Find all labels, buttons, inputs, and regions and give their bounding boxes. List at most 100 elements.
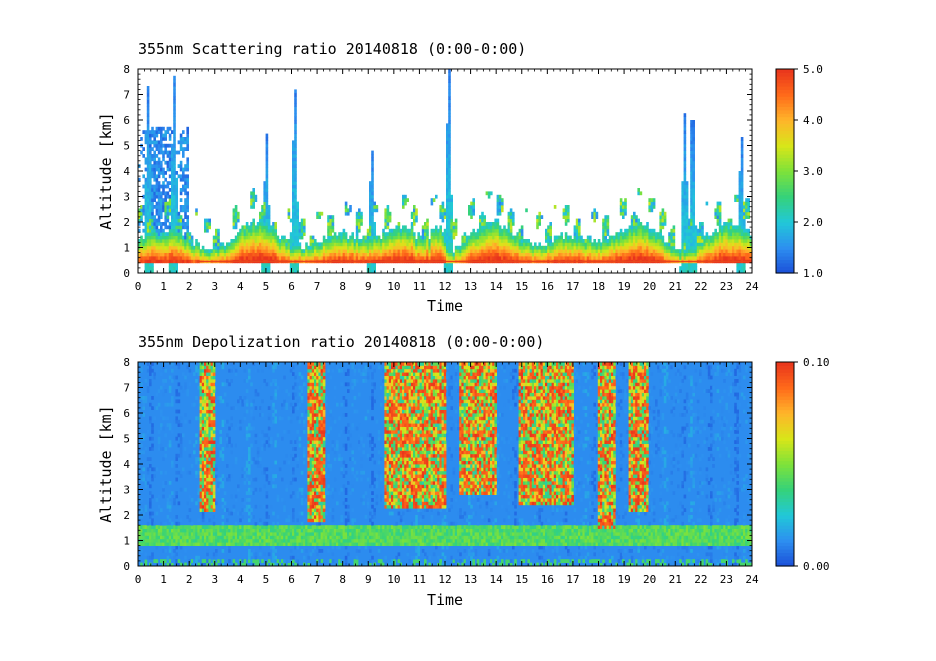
heatmap-cell <box>388 256 392 260</box>
heatmap-cell <box>450 228 453 233</box>
heatmap-cell <box>745 256 748 260</box>
heatmap-cell <box>540 215 544 219</box>
heatmap-cell <box>408 252 412 257</box>
heatmap-cell <box>201 368 205 373</box>
heatmap-cell <box>487 242 491 247</box>
heatmap-cell <box>578 242 581 247</box>
heatmap-cell <box>184 147 187 151</box>
heatmap-cell <box>201 426 205 431</box>
heatmap-cell <box>716 256 720 260</box>
heatmap-cell <box>162 154 165 158</box>
heatmap-cell <box>184 528 187 533</box>
heatmap-cell <box>523 242 526 247</box>
heatmap-cell <box>199 385 203 390</box>
heatmap-cell <box>173 109 176 114</box>
heatmap-cell <box>448 164 451 168</box>
heatmap-cell <box>292 239 295 243</box>
heatmap-cell <box>259 256 262 260</box>
heatmap-cell <box>740 194 744 199</box>
heatmap-cell <box>369 252 372 257</box>
heatmap-cell <box>160 194 163 199</box>
heatmap-cell <box>545 252 548 257</box>
heatmap-cell <box>448 75 451 80</box>
heatmap-cell <box>157 528 161 533</box>
heatmap-cell <box>307 245 310 250</box>
heatmap-cell <box>175 419 178 424</box>
heatmap-cell <box>747 205 750 209</box>
heatmap-cell <box>406 245 409 250</box>
heatmap-cell <box>184 222 187 226</box>
heatmap-cell <box>597 252 601 257</box>
heatmap-cell <box>426 242 429 247</box>
heatmap-cell <box>402 252 405 257</box>
heatmap-cell <box>230 245 233 250</box>
colorbar-segment <box>776 174 794 179</box>
heatmap-cell <box>305 242 308 247</box>
heatmap-cell <box>421 228 425 233</box>
heatmap-cell <box>171 532 174 536</box>
heatmap-cell <box>593 252 596 257</box>
heatmap-cell <box>274 252 277 257</box>
heatmap-cell <box>182 225 185 230</box>
heatmap-cell <box>668 239 671 243</box>
heatmap-cell <box>329 235 332 240</box>
heatmap-cell <box>382 242 385 247</box>
heatmap-cell <box>292 198 295 202</box>
heatmap-cell <box>182 208 185 213</box>
heatmap-cell <box>481 218 484 223</box>
heatmap-cell <box>472 205 475 209</box>
heatmap-cell <box>149 140 152 145</box>
heatmap-cell <box>448 239 451 243</box>
heatmap-cell <box>573 232 577 236</box>
heatmap-cell <box>419 245 423 250</box>
heatmap-cell <box>171 194 174 199</box>
heatmap-cell <box>718 242 722 247</box>
heatmap-cell <box>507 222 511 226</box>
heatmap-cell <box>509 218 513 223</box>
heatmap-cell <box>267 235 271 240</box>
heatmap-cell <box>690 123 693 128</box>
heatmap-cell <box>476 235 480 240</box>
heatmap-cell <box>549 245 552 250</box>
heatmap-cell <box>274 245 277 250</box>
heatmap-cell <box>138 211 141 216</box>
heatmap-cell <box>201 245 205 250</box>
heatmap-cell <box>615 249 618 253</box>
heatmap-cell <box>144 130 148 134</box>
heatmap-cell <box>212 245 216 250</box>
heatmap-cell <box>659 222 662 226</box>
heatmap-cell <box>146 259 150 264</box>
heatmap-cell <box>204 430 207 434</box>
heatmap-cell <box>470 245 473 250</box>
heatmap-cell <box>556 256 559 260</box>
heatmap-cell <box>485 249 489 253</box>
heatmap-cell <box>171 542 174 546</box>
heatmap-cell <box>263 222 266 226</box>
heatmap-cell <box>529 256 533 260</box>
heatmap-cell <box>151 174 154 179</box>
heatmap-cell <box>155 528 159 533</box>
heatmap-cell <box>611 252 614 257</box>
heatmap-cell <box>406 228 409 233</box>
heatmap-cell <box>171 154 174 158</box>
heatmap-cell <box>252 242 255 247</box>
heatmap-cell <box>732 242 735 247</box>
heatmap-cell <box>355 245 359 250</box>
heatmap-cell <box>149 201 152 206</box>
heatmap-cell <box>199 525 203 529</box>
heatmap-cell <box>142 154 145 158</box>
heatmap-cell <box>171 164 174 168</box>
heatmap-cell <box>166 160 170 165</box>
heatmap-cell <box>624 232 627 236</box>
heatmap-cell <box>149 419 152 424</box>
heatmap-cell <box>461 245 464 250</box>
heatmap-cell <box>474 249 478 253</box>
heatmap-cell <box>164 208 167 213</box>
heatmap-cell <box>683 157 687 162</box>
heatmap-cell <box>289 245 293 250</box>
heatmap-cell <box>727 222 731 226</box>
heatmap-cell <box>413 239 416 243</box>
heatmap-cell <box>633 252 636 257</box>
heatmap-cell <box>580 235 583 240</box>
heatmap-cell <box>153 372 156 376</box>
